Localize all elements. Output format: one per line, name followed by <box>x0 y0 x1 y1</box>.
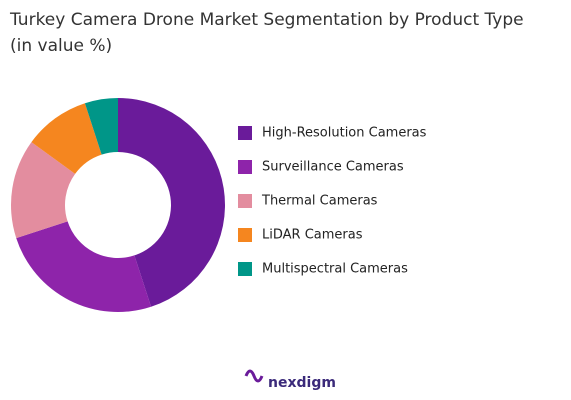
donut-segment <box>10 142 76 239</box>
donut-segment <box>84 98 118 155</box>
donut-segment <box>16 221 152 313</box>
chart-subtitle: (in value %) <box>10 36 112 56</box>
chart-title: Turkey Camera Drone Market Segmentation … <box>9 10 524 30</box>
legend-label: Thermal Cameras <box>261 194 378 209</box>
donut-segment <box>31 103 102 174</box>
legend-label: Surveillance Cameras <box>262 160 404 175</box>
donut-segment <box>118 98 225 307</box>
brand-logo <box>244 369 264 383</box>
legend-swatch <box>238 228 252 242</box>
legend-label: High-Resolution Cameras <box>262 126 427 141</box>
legend-swatch <box>238 160 252 174</box>
legend-label: LiDAR Cameras <box>262 228 363 243</box>
legend-label: Multispectral Cameras <box>262 262 408 277</box>
brand-name: nexdigm <box>268 375 336 391</box>
legend-swatch <box>238 194 252 208</box>
legend-swatch <box>238 262 252 276</box>
legend-swatch <box>238 126 252 140</box>
